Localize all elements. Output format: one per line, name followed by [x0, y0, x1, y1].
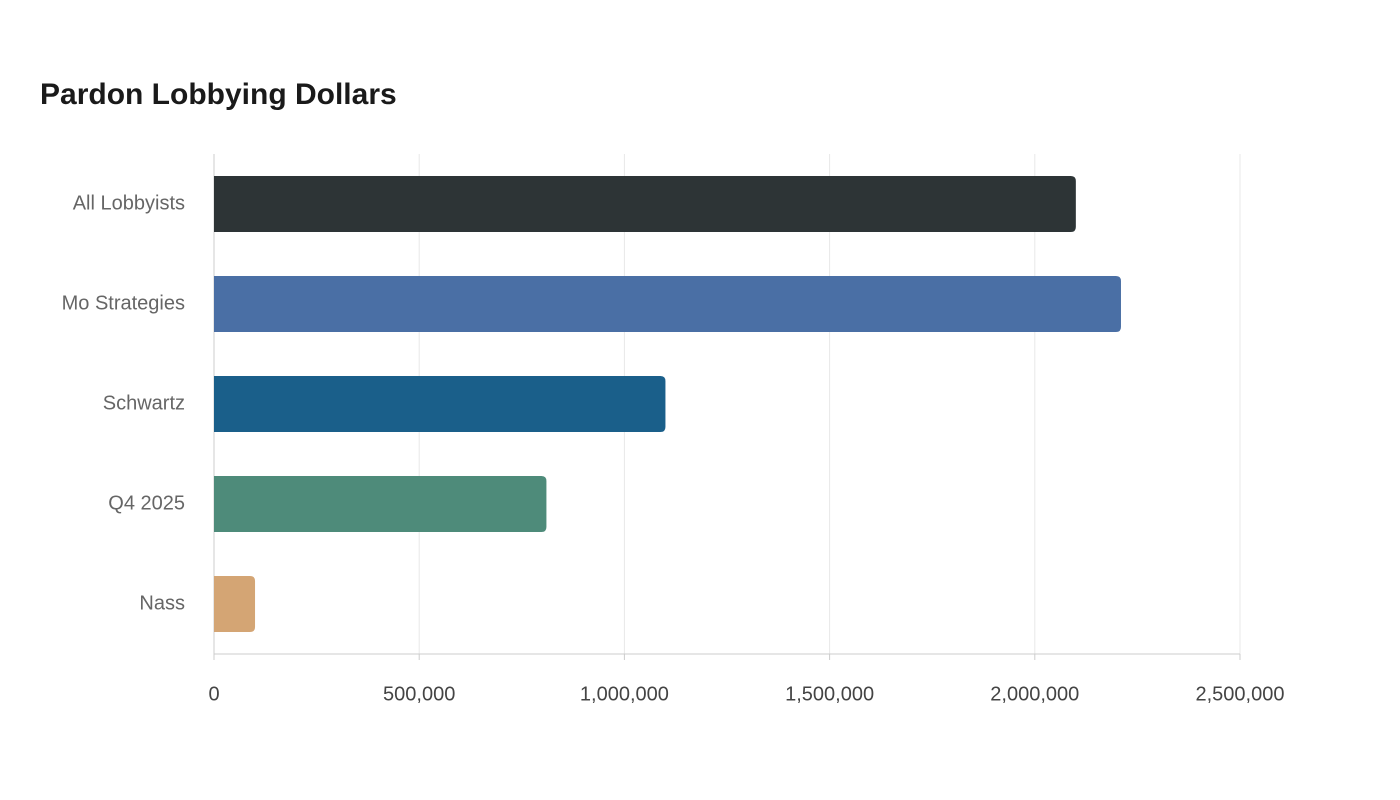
y-tick-label: All Lobbyists	[73, 192, 185, 214]
y-tick-label: Schwartz	[103, 392, 185, 414]
bar	[214, 576, 256, 632]
x-tick-label: 2,000,000	[990, 683, 1079, 705]
bar	[214, 376, 666, 432]
x-tick-label: 0	[208, 683, 219, 705]
x-tick-label: 1,000,000	[580, 683, 669, 705]
bar	[214, 276, 1121, 332]
x-tick-label: 1,500,000	[785, 683, 874, 705]
x-tick-label: 2,500,000	[1196, 683, 1285, 705]
bar	[214, 176, 1076, 232]
y-tick-label: Nass	[139, 592, 185, 614]
bar	[214, 476, 547, 532]
chart-title: Pardon Lobbying Dollars	[40, 78, 397, 111]
y-tick-label: Q4 2025	[108, 492, 185, 514]
y-tick-label: Mo Strategies	[62, 292, 185, 314]
x-tick-label: 500,000	[383, 683, 455, 705]
